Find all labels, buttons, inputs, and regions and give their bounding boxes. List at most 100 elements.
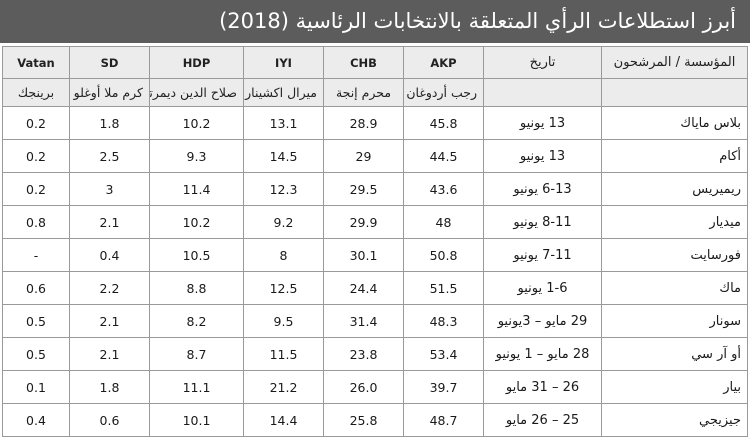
value-cell: 0.5 bbox=[2, 337, 70, 371]
value-cell: 44.5 bbox=[403, 139, 484, 173]
table-row: جيزيجي 25 – 26 مايو 48.7 25.8 14.4 10.1 0.6 0.4 bbox=[2, 403, 748, 437]
header-party-vatan: Vatan bbox=[2, 46, 70, 79]
value-cell: 8.8 bbox=[149, 271, 244, 305]
value-cell: 2.2 bbox=[69, 271, 150, 305]
value-cell: 25.8 bbox=[323, 403, 404, 437]
value-cell: 0.1 bbox=[2, 370, 70, 404]
value-cell: - bbox=[2, 238, 70, 272]
value-cell: 10.1 bbox=[149, 403, 244, 437]
value-cell: 12.5 bbox=[243, 271, 324, 305]
date-cell: 8-11 يونيو bbox=[483, 205, 602, 239]
value-cell: 3 bbox=[69, 172, 150, 206]
pollster-cell: سونار bbox=[601, 304, 748, 338]
value-cell: 8.7 bbox=[149, 337, 244, 371]
value-cell: 11.4 bbox=[149, 172, 244, 206]
value-cell: 23.8 bbox=[323, 337, 404, 371]
value-cell: 14.5 bbox=[243, 139, 324, 173]
date-cell: 13 يونيو bbox=[483, 106, 602, 140]
value-cell: 8 bbox=[243, 238, 324, 272]
value-cell: 21.2 bbox=[243, 370, 324, 404]
table-row: ماك 1-6 يونيو 51.5 24.4 12.5 8.8 2.2 0.6 bbox=[2, 271, 748, 305]
value-cell: 48 bbox=[403, 205, 484, 239]
candidate-name: برينجك bbox=[2, 78, 70, 107]
title-bar: أبرز استطلاعات الرأي المتعلقة بالانتخابا… bbox=[0, 0, 750, 43]
table-row: سونار 29 مايو – 3يونيو 48.3 31.4 9.5 8.2 2.1 0.… bbox=[2, 304, 748, 338]
value-cell: 10.2 bbox=[149, 106, 244, 140]
value-cell: 0.2 bbox=[2, 106, 70, 140]
value-cell: 53.4 bbox=[403, 337, 484, 371]
value-cell: 48.7 bbox=[403, 403, 484, 437]
value-cell: 0.6 bbox=[2, 271, 70, 305]
header-party-sd: SD bbox=[69, 46, 150, 79]
value-cell: 29.5 bbox=[323, 172, 404, 206]
value-cell: 2.1 bbox=[69, 304, 150, 338]
candidate-empty-pollster bbox=[601, 78, 748, 107]
value-cell: 11.1 bbox=[149, 370, 244, 404]
page-title: أبرز استطلاعات الرأي المتعلقة بالانتخابا… bbox=[219, 9, 736, 33]
value-cell: 11.5 bbox=[243, 337, 324, 371]
date-cell: 26 – 31 مايو bbox=[483, 370, 602, 404]
value-cell: 30.1 bbox=[323, 238, 404, 272]
value-cell: 51.5 bbox=[403, 271, 484, 305]
table-row: ميديار 8-11 يونيو 48 29.9 9.2 10.2 2.1 0.8 bbox=[2, 205, 748, 239]
table-row: بيار 26 – 31 مايو 39.7 26.0 21.2 11.1 1.8 0.1 bbox=[2, 370, 748, 404]
value-cell: 29.9 bbox=[323, 205, 404, 239]
table-row: بلاس ماياك 13 يونيو 45.8 28.9 13.1 10.2 1.8 0.2 bbox=[2, 106, 748, 140]
pollster-cell: جيزيجي bbox=[601, 403, 748, 437]
value-cell: 1.8 bbox=[69, 106, 150, 140]
value-cell: 12.3 bbox=[243, 172, 324, 206]
value-cell: 0.5 bbox=[2, 304, 70, 338]
value-cell: 9.2 bbox=[243, 205, 324, 239]
header-party-hdp: HDP bbox=[149, 46, 244, 79]
header-pollster: المؤسسة / المرشحون bbox=[601, 46, 748, 79]
value-cell: 0.4 bbox=[69, 238, 150, 272]
pollster-cell: أو آر سي bbox=[601, 337, 748, 371]
candidate-name: ميرال اكشينار bbox=[243, 78, 324, 107]
value-cell: 0.4 bbox=[2, 403, 70, 437]
value-cell: 2.1 bbox=[69, 337, 150, 371]
date-cell: 1-6 يونيو bbox=[483, 271, 602, 305]
candidate-empty-date bbox=[483, 78, 602, 107]
value-cell: 0.8 bbox=[2, 205, 70, 239]
value-cell: 13.1 bbox=[243, 106, 324, 140]
value-cell: 0.2 bbox=[2, 139, 70, 173]
polls-table: المؤسسة / المرشحون تاريخ AKP CHB IYI HDP… bbox=[2, 46, 748, 437]
value-cell: 9.3 bbox=[149, 139, 244, 173]
value-cell: 45.8 bbox=[403, 106, 484, 140]
candidate-name: كرم ملا أوغلو bbox=[69, 78, 150, 107]
value-cell: 0.2 bbox=[2, 172, 70, 206]
candidate-name: رجب أردوغان bbox=[403, 78, 484, 107]
value-cell: 29 bbox=[323, 139, 404, 173]
pollster-cell: ميديار bbox=[601, 205, 748, 239]
value-cell: 10.5 bbox=[149, 238, 244, 272]
value-cell: 1.8 bbox=[69, 370, 150, 404]
value-cell: 0.6 bbox=[69, 403, 150, 437]
table-row: فورسايت 7-11 يونيو 50.8 30.1 8 10.5 0.4- bbox=[2, 238, 748, 272]
table-row: أو آر سي 28 مايو – 1 يونيو 53.4 23.8 11.5 8.7… bbox=[2, 337, 748, 371]
value-cell: 48.3 bbox=[403, 304, 484, 338]
date-cell: 6-13 يونيو bbox=[483, 172, 602, 206]
header-row: المؤسسة / المرشحون تاريخ AKP CHB IYI HDP… bbox=[2, 46, 748, 79]
date-cell: 13 يونيو bbox=[483, 139, 602, 173]
value-cell: 26.0 bbox=[323, 370, 404, 404]
pollster-cell: ريميريس bbox=[601, 172, 748, 206]
header-date: تاريخ bbox=[483, 46, 602, 79]
date-cell: 28 مايو – 1 يونيو bbox=[483, 337, 602, 371]
value-cell: 43.6 bbox=[403, 172, 484, 206]
date-cell: 25 – 26 مايو bbox=[483, 403, 602, 437]
date-cell: 29 مايو – 3يونيو bbox=[483, 304, 602, 338]
pollster-cell: بيار bbox=[601, 370, 748, 404]
value-cell: 10.2 bbox=[149, 205, 244, 239]
header-party-iyi: IYI bbox=[243, 46, 324, 79]
poll-rows: بلاس ماياك 13 يونيو 45.8 28.9 13.1 10.2 1.8 0.2… bbox=[2, 106, 748, 437]
value-cell: 24.4 bbox=[323, 271, 404, 305]
table-row: ريميريس 6-13 يونيو 43.6 29.5 12.3 11.4 3 0.2 bbox=[2, 172, 748, 206]
value-cell: 8.2 bbox=[149, 304, 244, 338]
value-cell: 39.7 bbox=[403, 370, 484, 404]
value-cell: 9.5 bbox=[243, 304, 324, 338]
value-cell: 50.8 bbox=[403, 238, 484, 272]
header-party-chb: CHB bbox=[323, 46, 404, 79]
date-cell: 7-11 يونيو bbox=[483, 238, 602, 272]
value-cell: 14.4 bbox=[243, 403, 324, 437]
value-cell: 31.4 bbox=[323, 304, 404, 338]
